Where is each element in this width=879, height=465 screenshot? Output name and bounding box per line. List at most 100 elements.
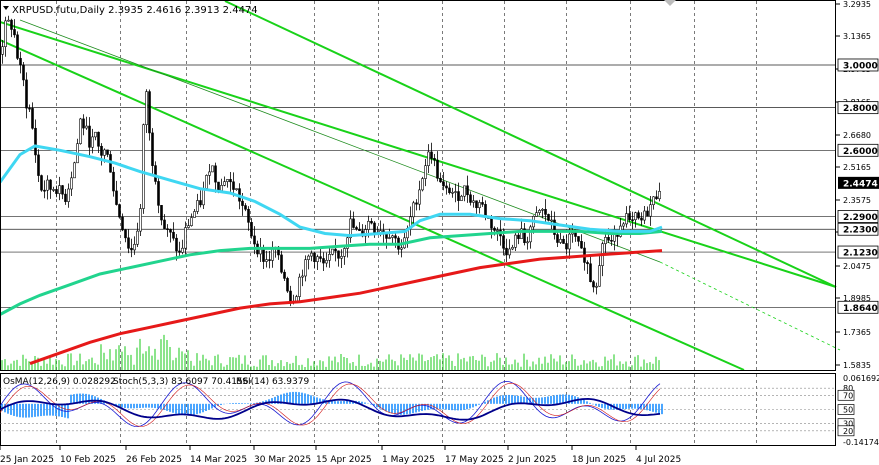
level-label-box [837, 210, 879, 223]
level-label-box [837, 143, 879, 157]
level-label-box [837, 222, 879, 236]
candle-body [370, 220, 373, 224]
candle-body [85, 125, 88, 129]
candle-body [463, 185, 466, 197]
time-tick-label: 26 Feb 2025 [126, 455, 182, 465]
candle-body [358, 228, 361, 232]
oscillator-level-box [837, 425, 855, 437]
candle-body [439, 177, 442, 183]
candle-body [220, 185, 223, 191]
channel-upper-line [0, 21, 837, 288]
candle-body [415, 202, 418, 205]
symbol-header: XRPUSD.futu,Daily 2.3935 2.4616 2.3913 2… [12, 5, 258, 16]
candle-body [52, 189, 55, 191]
candle-body [217, 181, 220, 191]
price-axis: 3.29353.13652.97652.81652.66802.51652.35… [836, 0, 879, 370]
shift-marker-icon[interactable] [664, 0, 676, 6]
time-tick-label: 18 Jun 2025 [572, 455, 626, 465]
candle-body [355, 227, 358, 230]
oscillator-tick-label: 20 [843, 427, 853, 436]
stoch-signal-line [0, 382, 661, 427]
level-label: 2.6000 [843, 147, 878, 157]
candle-body [262, 248, 265, 262]
candle-body [55, 189, 58, 194]
time-tick-label: 25 Jan 2025 [0, 455, 54, 465]
candle-body [298, 276, 301, 297]
candle-body [475, 200, 478, 209]
candle-body [136, 230, 139, 245]
candle-body [307, 255, 310, 260]
candle-body [331, 248, 334, 255]
candle-body [589, 263, 592, 282]
candle-body [550, 219, 553, 222]
candle-body [13, 29, 16, 36]
candle-body [121, 216, 124, 231]
level-label: 2.2300 [843, 226, 878, 236]
candle-body [202, 188, 205, 206]
candle-body [496, 229, 499, 232]
candle-body [466, 185, 469, 196]
price-panel-frame [0, 0, 836, 371]
ma-fast-line [0, 144, 663, 238]
candle-body [301, 275, 304, 278]
collapse-triangle-icon[interactable] [3, 6, 9, 10]
candle-body [319, 256, 322, 259]
candle-body [535, 212, 538, 217]
candle-body [418, 189, 421, 205]
candle-body [442, 181, 445, 187]
rsi-line [0, 397, 661, 421]
channel-lower-line [0, 39, 745, 371]
candle-body [595, 285, 598, 288]
price-grid [56, 1, 757, 370]
oscillator-level-box [837, 404, 855, 415]
candle-body [250, 222, 253, 237]
candle-body [637, 212, 640, 219]
time-tick-label: 30 Mar 2025 [254, 455, 311, 465]
candle-body [652, 196, 655, 206]
oscillator-tick-label: -0.141740 [843, 438, 879, 447]
candle-body [610, 239, 613, 242]
trend-channel [0, 0, 841, 371]
candle-body [655, 196, 658, 200]
level-label-box [837, 300, 879, 314]
candle-body [133, 243, 136, 251]
level-label: 2.8000 [843, 104, 878, 114]
candle-body [268, 259, 271, 261]
candle-body [310, 252, 313, 257]
candle-body [520, 228, 523, 239]
time-tick-label: 2 Jun 2025 [508, 455, 556, 465]
candle-body [151, 132, 154, 166]
candle-body [400, 247, 403, 250]
time-tick-label: 4 Jul 2025 [636, 455, 681, 465]
candle-body [469, 194, 472, 203]
level-label: 2.2900 [843, 213, 878, 223]
candle-body [367, 220, 370, 230]
candle-body [451, 191, 454, 194]
candle-body [541, 208, 544, 211]
candle-body [592, 281, 595, 288]
candle-body [64, 193, 67, 202]
candle-body [244, 205, 247, 210]
candle-body [145, 91, 148, 126]
candle-body [544, 208, 547, 215]
candle-body [214, 165, 217, 183]
candle-body [316, 256, 319, 262]
candle-body [586, 262, 589, 265]
candle-body [349, 218, 352, 239]
candle-body [640, 217, 643, 221]
candle-body [523, 228, 526, 243]
candle-body [568, 233, 571, 250]
level-label: 3.0000 [843, 61, 878, 71]
candle-body [454, 191, 457, 193]
time-tick-label: 1 May 2025 [382, 455, 435, 465]
level-label-box [837, 58, 879, 72]
candle-body [628, 213, 631, 220]
candle-body [508, 248, 511, 256]
candle-body [178, 250, 181, 253]
candle-body [130, 247, 133, 251]
candle-body [28, 107, 31, 110]
candle-body [127, 237, 130, 249]
candle-body [493, 227, 496, 231]
time-axis: 25 Jan 2025 10 Feb 2025 26 Feb 2025 14 Mar … [0, 446, 681, 465]
